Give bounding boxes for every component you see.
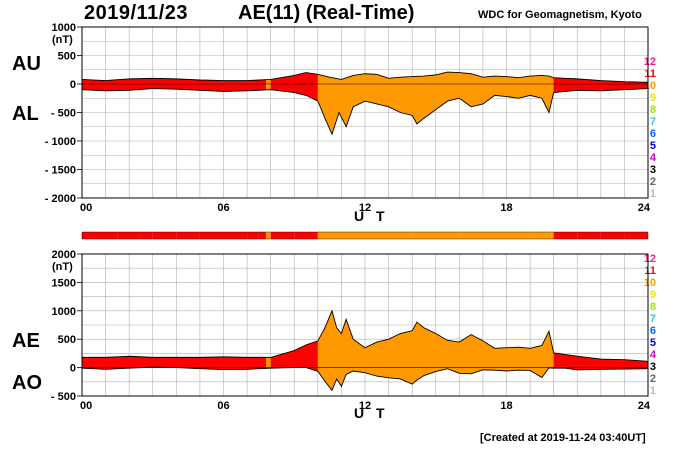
x-tick-label: 24 <box>638 400 651 412</box>
station-count-segment <box>365 232 413 239</box>
y-tick-label: - 2000 <box>45 193 76 205</box>
legend-item: 12 <box>643 253 656 265</box>
station-count-segment <box>247 232 259 239</box>
series-al-line <box>81 88 649 136</box>
ut-title-bottom: U T <box>354 405 389 421</box>
station-count-segment <box>577 232 601 239</box>
x-tick-label: 00 <box>80 400 92 412</box>
station-count-segment <box>551 232 554 239</box>
legend-item: 12 <box>643 56 656 68</box>
legend-item: 7 <box>649 116 656 128</box>
station-count-segment <box>152 232 177 239</box>
station-count-segment <box>140 232 153 239</box>
station-count-segment <box>412 232 460 239</box>
y-tick-label: 500 <box>58 51 76 63</box>
x-tick-label: 24 <box>638 202 651 214</box>
station-count-segment <box>530 232 552 239</box>
series-ae-line <box>82 309 649 362</box>
station-count-bar <box>81 231 649 240</box>
header-source: WDC for Geomagnetism, Kyoto <box>478 9 642 21</box>
station-count-segment <box>553 232 578 239</box>
x-tick-label: 12 <box>359 400 371 412</box>
legend-item: 4 <box>649 152 656 164</box>
header-title: AE(11) (Real-Time) <box>238 2 415 24</box>
ao-label: AO <box>12 372 42 394</box>
ut-title-top: U T <box>354 208 389 224</box>
legend-item: 5 <box>649 337 656 349</box>
y-tick-label: 1500 <box>52 277 76 289</box>
legend-item: 4 <box>649 349 656 361</box>
station-count-segment <box>506 232 531 239</box>
station-count-segment <box>258 232 266 239</box>
legend-item: 7 <box>649 313 656 325</box>
station-count-segment <box>223 232 248 239</box>
station-count-segment <box>82 232 118 239</box>
legend-item: 1 <box>649 188 656 200</box>
legend-item: 8 <box>649 104 656 116</box>
legend-item: 5 <box>649 140 656 152</box>
legend-item: 10 <box>643 277 656 289</box>
station-count-segment <box>317 232 365 239</box>
x-tick-label: 06 <box>217 202 229 214</box>
y-tick-label: 500 <box>58 334 76 346</box>
x-tick-label: 18 <box>500 202 512 214</box>
legend-item: 11 <box>644 265 656 277</box>
x-tick-label: 06 <box>217 400 229 412</box>
legend-item: 8 <box>649 301 656 313</box>
x-tick-label: 12 <box>359 202 371 214</box>
legend-bottom: 12 11 10 9 8 7 6 5 4 3 2 1 <box>642 253 656 397</box>
station-count-segment <box>624 232 648 239</box>
station-count-segment <box>315 232 318 239</box>
station-count-segment <box>600 232 625 239</box>
au-label: AU <box>12 53 41 75</box>
legend-item: 9 <box>649 92 656 104</box>
station-count-segment <box>199 232 224 239</box>
legend-item: 6 <box>649 325 656 337</box>
y-tick-label: 1000 <box>52 306 76 318</box>
y-tick-label: 1000 <box>52 22 76 34</box>
plot-frame <box>81 253 649 397</box>
legend-item: 1 <box>649 385 656 397</box>
y-tick-label: - 1000 <box>45 136 76 148</box>
series-au-line <box>81 71 649 83</box>
legend-item: 3 <box>649 361 656 373</box>
legend-item: 2 <box>649 176 656 188</box>
unit-label-top: (nT) <box>52 34 73 46</box>
created-timestamp: [Created at 2019-11-24 03:40UT] <box>480 432 646 444</box>
y-tick-label: 0 <box>70 79 76 91</box>
station-count-segment <box>265 232 271 239</box>
ae-label: AE <box>12 330 40 352</box>
legend-item: 6 <box>649 128 656 140</box>
header-date: 2019/11/23 <box>84 2 188 24</box>
station-count-segment <box>294 232 316 239</box>
y-tick-label: 0 <box>70 363 76 375</box>
station-count-segment <box>459 232 507 239</box>
station-count-segment <box>117 232 141 239</box>
y-tick-label: 2000 <box>52 249 76 261</box>
station-count-segment <box>270 232 295 239</box>
y-tick-label: - 500 <box>51 391 76 403</box>
x-tick-label: 00 <box>80 202 92 214</box>
station-count-segment <box>176 232 200 239</box>
legend-item: 11 <box>644 68 656 80</box>
legend-item: 3 <box>649 164 656 176</box>
y-tick-label: - 1500 <box>45 165 76 177</box>
al-label: AL <box>12 103 39 125</box>
series-ao-line <box>81 366 649 392</box>
y-tick-label: - 500 <box>51 108 76 120</box>
x-tick-label: 18 <box>500 400 512 412</box>
unit-label-bottom: (nT) <box>52 261 73 273</box>
legend-item: 9 <box>649 289 656 301</box>
legend-item: 2 <box>649 373 656 385</box>
